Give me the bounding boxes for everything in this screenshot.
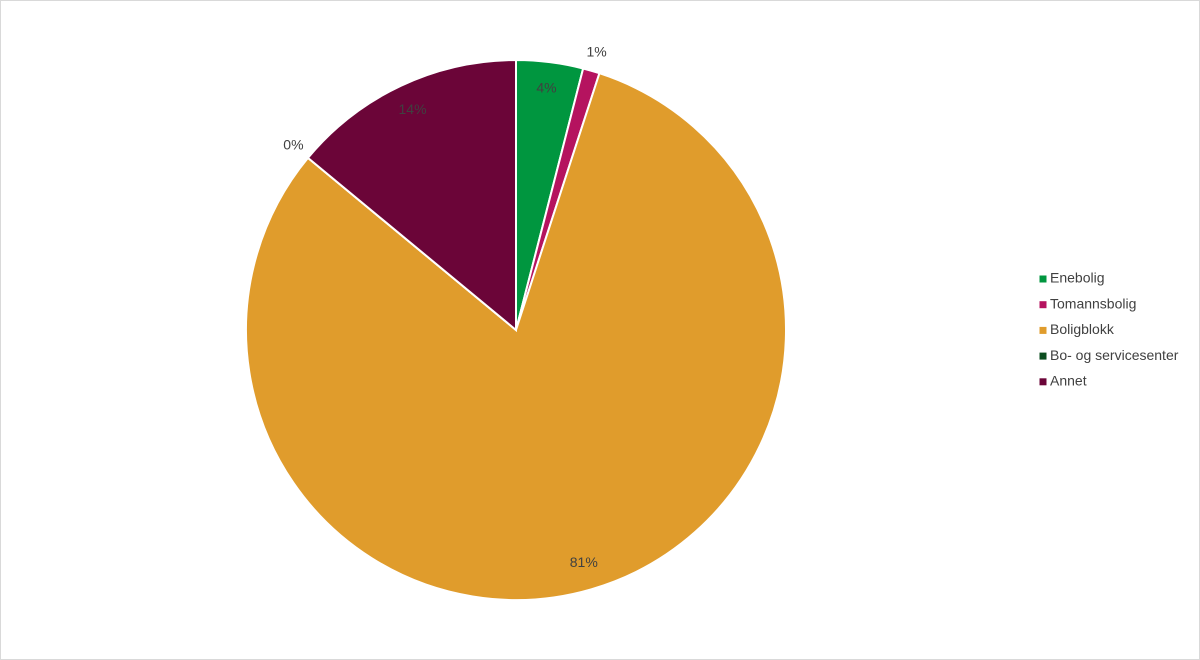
data-label: 81%: [570, 554, 598, 570]
data-label: 0%: [283, 137, 303, 153]
legend-swatch: [1039, 301, 1047, 309]
pie-slice: [245, 71, 787, 601]
legend-label: Enebolig: [1050, 270, 1105, 286]
legend-swatch: [1039, 326, 1047, 334]
data-label: 14%: [399, 101, 427, 117]
data-label: 4%: [536, 80, 556, 96]
legend-swatch: [1039, 275, 1047, 283]
legend-label: Tomannsbolig: [1050, 295, 1136, 311]
legend-label: Annet: [1050, 373, 1087, 389]
legend-swatch: [1039, 378, 1047, 386]
data-label: 1%: [586, 43, 606, 59]
pie-slice: [306, 58, 517, 333]
legend-label: Boligblokk: [1050, 321, 1115, 337]
legend-label: Bo- og servicesenter: [1050, 347, 1179, 363]
legend-swatch: [1039, 352, 1047, 360]
